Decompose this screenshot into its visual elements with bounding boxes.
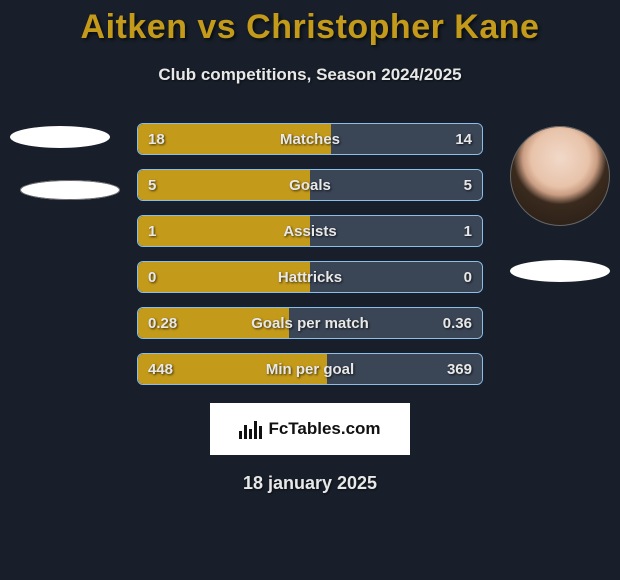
stat-row: 1Assists1 xyxy=(137,215,483,247)
stat-row-labels: 1Assists1 xyxy=(138,216,482,246)
stat-right-value: 0.36 xyxy=(443,315,472,332)
stat-row: 5Goals5 xyxy=(137,169,483,201)
stat-metric-label: Min per goal xyxy=(138,361,482,378)
stat-metric-label: Hattricks xyxy=(138,269,482,286)
player-left-flag-placeholder xyxy=(20,180,120,200)
player-right-flag-placeholder xyxy=(510,260,610,282)
stat-left-value: 448 xyxy=(148,361,173,378)
stat-row-labels: 18Matches14 xyxy=(138,124,482,154)
stat-left-value: 5 xyxy=(148,177,156,194)
stat-right-value: 369 xyxy=(447,361,472,378)
stat-row-labels: 0.28Goals per match0.36 xyxy=(138,308,482,338)
snapshot-date: 18 january 2025 xyxy=(0,473,620,494)
stat-row: 0Hattricks0 xyxy=(137,261,483,293)
player-left-avatar-placeholder xyxy=(10,126,110,148)
stat-left-value: 0.28 xyxy=(148,315,177,332)
stat-row-labels: 448Min per goal369 xyxy=(138,354,482,384)
stat-metric-label: Goals xyxy=(138,177,482,194)
source-logo: FcTables.com xyxy=(210,403,410,455)
subtitle: Club competitions, Season 2024/2025 xyxy=(0,65,620,85)
stat-left-value: 1 xyxy=(148,223,156,240)
bar-chart-icon xyxy=(239,419,262,439)
stat-right-value: 14 xyxy=(455,131,472,148)
stat-row-labels: 5Goals5 xyxy=(138,170,482,200)
stat-right-value: 5 xyxy=(464,177,472,194)
comparison-card: Aitken vs Christopher Kane Club competit… xyxy=(0,0,620,580)
stat-row: 18Matches14 xyxy=(137,123,483,155)
stat-right-value: 1 xyxy=(464,223,472,240)
source-logo-text: FcTables.com xyxy=(268,419,380,439)
stat-right-value: 0 xyxy=(464,269,472,286)
stat-left-value: 18 xyxy=(148,131,165,148)
stat-row: 0.28Goals per match0.36 xyxy=(137,307,483,339)
stat-row-labels: 0Hattricks0 xyxy=(138,262,482,292)
page-title: Aitken vs Christopher Kane xyxy=(0,8,620,47)
stats-table: 18Matches14 5Goals5 1Assists1 0Hattricks0 0.… xyxy=(137,123,483,385)
player-right-avatar xyxy=(510,126,610,226)
stat-row: 448Min per goal369 xyxy=(137,353,483,385)
stat-metric-label: Matches xyxy=(138,131,482,148)
stat-metric-label: Goals per match xyxy=(138,315,482,332)
stat-metric-label: Assists xyxy=(138,223,482,240)
stat-left-value: 0 xyxy=(148,269,156,286)
